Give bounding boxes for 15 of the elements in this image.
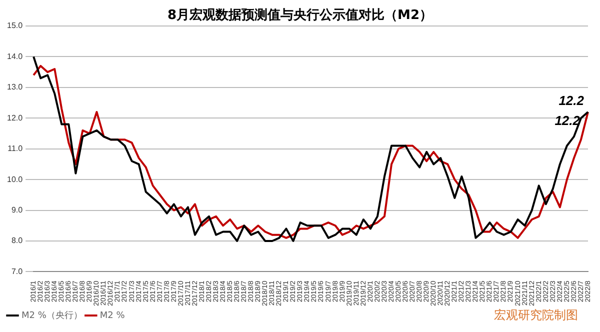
y-tick-label: 10.0 [6, 174, 24, 184]
legend-label: M2 % [100, 310, 126, 321]
y-tick-label: 14.0 [6, 52, 24, 61]
y-tick-label: 12.0 [6, 113, 24, 122]
legend-label: M2 %（央行） [22, 310, 82, 321]
text: 宏观研究院制图 [494, 307, 578, 324]
y-tick-label: 7.0 [11, 266, 24, 276]
chart-title: 8月宏观数据预测值与央行公示值对比（M2） [167, 8, 433, 23]
annotation: 12.2 [554, 113, 581, 128]
y-tick-label: 15.0 [6, 21, 24, 30]
y-tick-label: 9.0 [11, 205, 24, 214]
y-tick-label: 11.0 [8, 144, 24, 154]
annotation: 12.2 [558, 93, 585, 108]
y-tick-label: 13.0 [6, 82, 24, 92]
y-tick-label: 8.0 [11, 236, 24, 246]
